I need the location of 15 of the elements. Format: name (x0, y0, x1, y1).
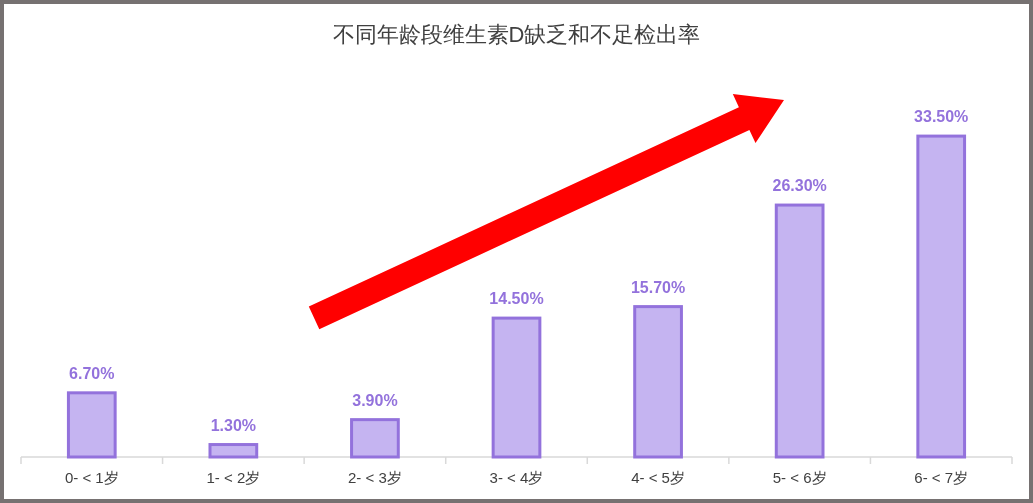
x-tick-label: 0- < 1岁 (64, 469, 119, 486)
data-label: 33.50% (914, 108, 969, 126)
data-label: 14.50% (489, 290, 544, 308)
x-tick-label: 5- < 6岁 (772, 469, 827, 486)
x-tick-label: 4- < 5岁 (631, 469, 685, 486)
data-label: 15.70% (630, 278, 686, 296)
x-tick-label: 6- < 7岁 (914, 469, 969, 486)
x-tick-label: 1- < 2岁 (206, 469, 261, 486)
data-label: 1.30% (210, 416, 257, 434)
chart-title: 不同年龄段维生素D缺乏和不足检出率 (332, 22, 701, 47)
data-label: 3.90% (352, 391, 398, 409)
x-tick-label: 3- < 4岁 (489, 469, 544, 486)
data-label: 26.30% (772, 177, 827, 195)
data-label: 6.70% (69, 364, 115, 382)
x-tick-label: 2- < 3岁 (348, 469, 402, 486)
